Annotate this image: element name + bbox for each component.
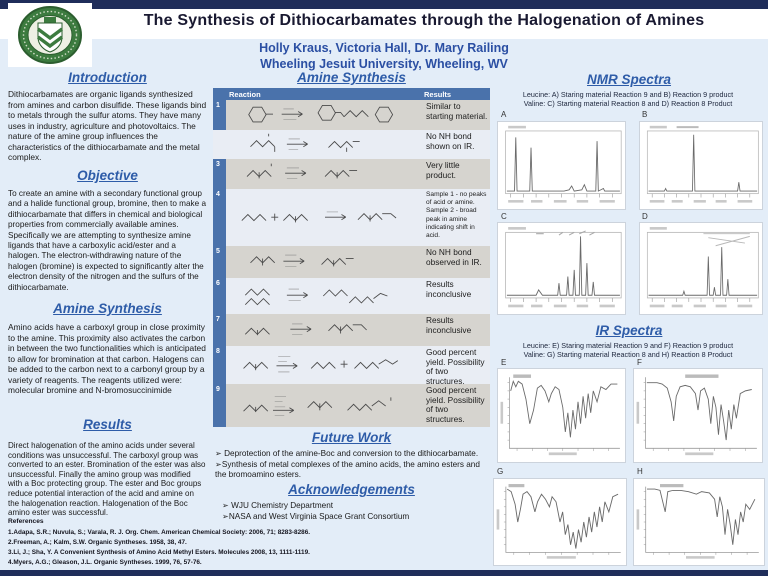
ir-panel-label-h: H bbox=[637, 467, 643, 476]
acknowledgements-list: ➢ WJU Chemistry Department ➢NASA and Wes… bbox=[222, 501, 490, 522]
row-result: Very little product. bbox=[426, 160, 460, 180]
future-work-item: ➢Synthesis of metal complexes of the ami… bbox=[215, 459, 480, 480]
row-result: No NH bond observed in IR. bbox=[426, 247, 482, 267]
poster-authors: Holly Kraus, Victoria Hall, Dr. Mary Rai… bbox=[259, 41, 509, 55]
objective-body: To create an amine with a secondary func… bbox=[8, 189, 206, 292]
reference-item: 1.Adapa, S.R.; Nuvula, S.; Varala, R. J.… bbox=[8, 529, 311, 536]
table-row-5: 5 No NH bond observed in IR. bbox=[213, 246, 490, 278]
results-heading: Results bbox=[83, 417, 132, 432]
reaction-scheme-drawing bbox=[226, 130, 424, 159]
references-block: References 1.Adapa, S.R.; Nuvula, S.; Va… bbox=[8, 518, 470, 568]
amine-synthesis-heading-left: Amine Synthesis bbox=[53, 301, 162, 316]
university-seal-logo bbox=[8, 3, 92, 67]
reaction-scheme-drawing bbox=[226, 100, 424, 130]
future-work-list: ➢ Deprotection of the amine-Boc and conv… bbox=[215, 449, 491, 481]
ir-caption-line1: Leucine: E) Staring material Reaction 9 … bbox=[522, 341, 734, 350]
row-number: 9 bbox=[213, 384, 226, 427]
row-result: Similar to starting material. bbox=[426, 101, 488, 121]
ir-panel-label-e: E bbox=[501, 358, 507, 367]
references-heading: References bbox=[8, 518, 44, 525]
reaction-scheme-drawing bbox=[226, 314, 424, 346]
table-row-4: 4 Sample 1 - no peaks of acid or amine. … bbox=[213, 189, 490, 246]
ir-panel-label-g: G bbox=[497, 467, 504, 476]
nmr-spectra-heading: NMR Spectra bbox=[586, 72, 672, 87]
amine-synthesis-body: Amino acids have a carboxyl group in clo… bbox=[8, 322, 206, 395]
amine-synthesis-table-heading: Amine Synthesis bbox=[297, 70, 406, 85]
bottom-bar bbox=[0, 570, 768, 576]
reaction-scheme-drawing bbox=[226, 246, 424, 278]
table-row-3: 3 Very little product. bbox=[213, 159, 490, 189]
row-number: 3 bbox=[213, 159, 226, 189]
table-row-6: 6 Results inconclusive bbox=[213, 278, 490, 314]
title-band bbox=[0, 9, 768, 39]
row-number: 5 bbox=[213, 246, 226, 278]
poster-title: The Synthesis of Dithiocarbamates throug… bbox=[143, 12, 705, 29]
nmr-spectrum-c bbox=[497, 222, 626, 315]
row-result: No NH bond shown on IR. bbox=[426, 131, 475, 151]
table-header-row: Reaction Results bbox=[213, 88, 490, 100]
reaction-scheme-drawing bbox=[226, 346, 424, 384]
row-number: 1 bbox=[213, 100, 226, 130]
reaction-results-table: Reaction Results 1 Similar to starting m… bbox=[213, 88, 490, 427]
acknowledgements-heading: Acknowledgements bbox=[288, 482, 415, 497]
table-row-8: 8 Good percent yield. Possibility of two… bbox=[213, 346, 490, 386]
introduction-heading: Introduction bbox=[68, 70, 147, 85]
reaction-scheme-drawing bbox=[226, 278, 424, 314]
future-work-heading: Future Work bbox=[311, 430, 392, 445]
table-row-7: 7 Results inconclusive bbox=[213, 314, 490, 346]
ir-panel-label-f: F bbox=[637, 358, 642, 367]
ir-spectrum-e bbox=[497, 368, 626, 463]
poster-affiliation: Wheeling Jesuit University, Wheeling, WV bbox=[260, 57, 508, 71]
ir-caption-line2: Valine: G) Starting material Reaction 8 … bbox=[523, 350, 733, 359]
nmr-spectrum-a bbox=[497, 121, 626, 210]
reaction-scheme-drawing bbox=[226, 189, 424, 246]
objective-heading: Objective bbox=[77, 168, 138, 183]
nmr-spectrum-d bbox=[639, 222, 763, 315]
ir-spectrum-f bbox=[633, 368, 763, 463]
table-row-1: 1 Similar to starting material. bbox=[213, 100, 490, 130]
future-work-item: ➢ Deprotection of the amine-Boc and conv… bbox=[215, 449, 479, 458]
reference-item: 4.Myers, A.G.; Gleason, J.L. Organic Syn… bbox=[8, 558, 202, 566]
row-number: 4 bbox=[213, 189, 226, 246]
nmr-caption-line1: Leucine: A) Staring material Reaction 9 … bbox=[522, 90, 734, 99]
row-result: Good percent yield. Possibility of two s… bbox=[426, 385, 485, 424]
reaction-scheme-drawing bbox=[226, 159, 424, 189]
results-column-header: Results bbox=[424, 89, 452, 99]
nmr-panel-label-b: B bbox=[642, 110, 648, 119]
nmr-caption-line2: Valine: C) Starting material Reaction 8 … bbox=[523, 99, 733, 108]
ir-spectrum-g bbox=[493, 478, 627, 566]
acknowledgement-item: ➢ WJU Chemistry Department bbox=[222, 501, 334, 510]
table-row-2: No NH bond shown on IR. bbox=[213, 130, 490, 159]
nmr-panel-label-c: C bbox=[501, 212, 507, 221]
row-result: Results inconclusive bbox=[426, 315, 472, 335]
ir-spectra-heading: IR Spectra bbox=[595, 323, 663, 338]
introduction-body: Dithiocarbamates are organic ligands syn… bbox=[8, 89, 207, 162]
row-number: 8 bbox=[213, 346, 226, 384]
nmr-panel-label-a: A bbox=[501, 110, 507, 119]
row-result: Good percent yield. Possibility of two s… bbox=[426, 347, 485, 386]
reaction-scheme-drawing bbox=[226, 384, 424, 427]
row-result: Results inconclusive bbox=[426, 279, 472, 299]
acknowledgement-item: ➢NASA and West Virginia Space Grant Cons… bbox=[222, 511, 410, 521]
ir-spectrum-h bbox=[633, 478, 765, 566]
nmr-spectrum-b bbox=[639, 121, 763, 210]
reference-item: 2.Freeman, A.; Kalm, S.W. Organic Synthe… bbox=[8, 538, 187, 546]
top-bar bbox=[0, 0, 768, 9]
seal-icon bbox=[8, 3, 92, 67]
results-body: Direct halogenation of the amino acids u… bbox=[8, 441, 206, 518]
row-result: Sample 1 - no peaks of acid or amine. Sa… bbox=[426, 191, 487, 240]
reaction-column-header: Reaction bbox=[229, 89, 261, 99]
nmr-panel-label-d: D bbox=[642, 212, 648, 221]
table-row-9: 9 Good percent yield. Possibility of two… bbox=[213, 384, 490, 427]
row-number: 6 bbox=[213, 278, 226, 314]
reference-item: 3.Li, J.; Sha, Y. A Convenient Synthesis… bbox=[8, 548, 310, 556]
row-number: 7 bbox=[213, 314, 226, 346]
